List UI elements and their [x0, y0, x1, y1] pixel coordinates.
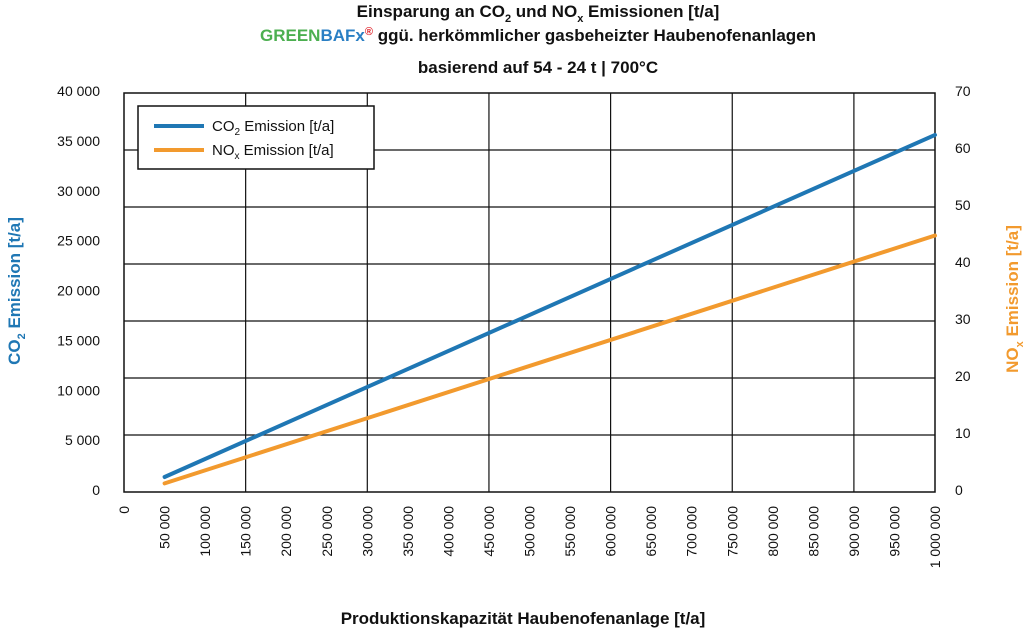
- y-left-tick-label: 40 000: [57, 83, 100, 99]
- y-right-tick-label: 20: [955, 368, 971, 384]
- legend-label-co2: CO2 Emission [t/a]: [212, 118, 334, 138]
- chart-title-line2: GREENBAFx® ggü. herkömmlicher gasbeheizt…: [260, 26, 816, 45]
- y-left-tick-label: 10 000: [57, 382, 100, 398]
- x-axis-label: Produktionskapazität Haubenofenanlage [t…: [341, 609, 706, 628]
- x-tick-label: 250 000: [319, 506, 335, 557]
- chart-title-line1: Einsparung an CO2 und NOx Emissionen [t/…: [357, 2, 720, 25]
- y-right-axis-label: NOx Emission [t/a]: [1003, 225, 1024, 373]
- y-left-tick-label: 35 000: [57, 133, 100, 149]
- y-right-tick-label: 60: [955, 140, 971, 156]
- x-tick-label: 500 000: [522, 506, 538, 557]
- brand-reg: ®: [365, 26, 373, 38]
- x-tick-label: 150 000: [238, 506, 254, 557]
- y-right-tick-labels: 0 10 20 30 40 50 60 70: [955, 83, 971, 498]
- x-tick-label: 950 000: [886, 506, 902, 557]
- x-tick-label: 550 000: [562, 506, 578, 557]
- y-right-tick-label: 50: [955, 197, 971, 213]
- x-tick-label: 200 000: [278, 506, 294, 557]
- brand-bafx: BAFx: [320, 26, 365, 45]
- y-left-tick-labels: 0 5 000 10 000 15 000 20 000 25 000 30 000 35 0…: [57, 83, 100, 498]
- y-left-tick-label: 15 000: [57, 332, 100, 348]
- x-tick-labels: 0 50 000 100 000 150 000 200 000 250 000 300 0…: [116, 506, 943, 569]
- y-right-tick-label: 70: [955, 83, 971, 99]
- legend-box: [137, 105, 375, 170]
- x-tick-label: 350 000: [400, 506, 416, 557]
- x-tick-label: 1 000 000: [927, 506, 943, 568]
- y-right-tick-label: 10: [955, 425, 971, 441]
- x-tick-label: 300 000: [359, 506, 375, 557]
- x-tick-label: 800 000: [765, 506, 781, 557]
- x-tick-label: 400 000: [440, 506, 456, 557]
- y-right-tick-label: 0: [955, 482, 963, 498]
- x-tick-label: 50 000: [157, 506, 173, 549]
- y-left-tick-label: 0: [92, 482, 100, 498]
- y-right-tick-label: 40: [955, 254, 971, 270]
- x-tick-label: 900 000: [846, 506, 862, 557]
- x-tick-label: 0: [116, 506, 132, 514]
- x-tick-label: 750 000: [724, 506, 740, 557]
- series-line-co2: [162, 132, 937, 479]
- legend-label-nox: NOx Emission [t/a]: [212, 142, 334, 162]
- x-tick-label: 650 000: [643, 506, 659, 557]
- chart-subtitle: basierend auf 54 - 24 t | 700°C: [418, 58, 658, 77]
- y-left-tick-label: 25 000: [57, 233, 100, 249]
- x-tick-label: 100 000: [197, 506, 213, 557]
- y-right-tick-label: 30: [955, 311, 971, 327]
- y-left-tick-label: 5 000: [65, 432, 100, 448]
- legend: CO2 Emission [t/a] NOx Emission [t/a]: [137, 105, 375, 170]
- x-tick-label: 700 000: [684, 506, 700, 557]
- series-lines: [162, 132, 937, 486]
- series-line-nox: [162, 233, 937, 486]
- x-tick-label: 850 000: [805, 506, 821, 557]
- y-left-tick-label: 20 000: [57, 283, 100, 299]
- x-tick-label: 450 000: [481, 506, 497, 557]
- brand-green: GREEN: [260, 26, 320, 45]
- y-left-axis-label: CO2 Emission [t/a]: [5, 217, 28, 365]
- y-left-tick-label: 30 000: [57, 183, 100, 199]
- x-tick-label: 600 000: [603, 506, 619, 557]
- plot-frame: [123, 92, 936, 493]
